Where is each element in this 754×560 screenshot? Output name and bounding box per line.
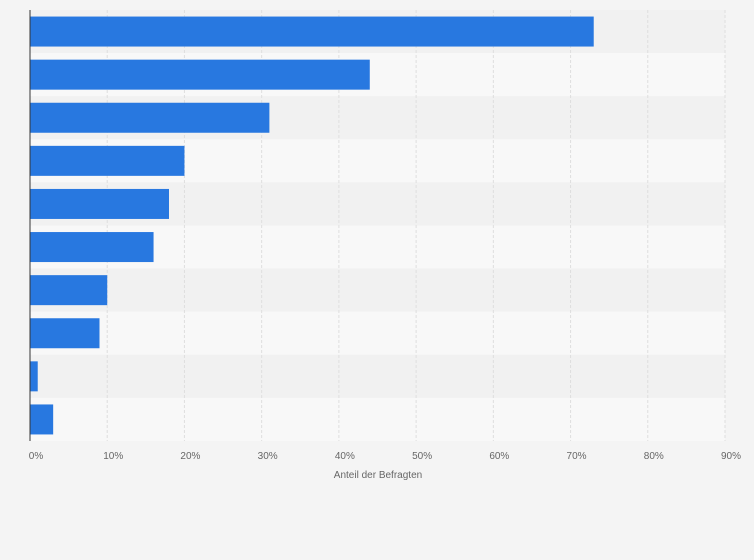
x-tick-label: 80% [644,451,664,462]
row-band [30,354,725,398]
x-tick-label: 60% [489,451,509,462]
x-tick-label: 0% [29,451,44,462]
bar[interactable] [30,318,100,349]
x-tick-label: 70% [567,451,587,462]
x-axis-title: Anteil der Befragten [334,470,422,481]
x-tick-label: 10% [103,451,123,462]
bars [30,16,594,435]
x-tick-labels: 0% 10% 20% 30% 40% 50% 60% 70% 80% 90% [29,451,741,462]
bar[interactable] [30,145,185,176]
bar[interactable] [30,361,38,392]
bar[interactable] [30,59,370,90]
x-tick-label: 50% [412,451,432,462]
bar[interactable] [30,102,270,133]
bar[interactable] [30,16,594,47]
x-tick-label: 20% [180,451,200,462]
row-band [30,311,725,355]
x-tick-label: 30% [258,451,278,462]
bar[interactable] [30,188,169,219]
bar[interactable] [30,275,108,306]
x-tick-label: 90% [721,451,741,462]
row-band [30,268,725,312]
x-tick-label: 40% [335,451,355,462]
row-band [30,397,725,441]
bar[interactable] [30,404,54,435]
bar[interactable] [30,232,154,263]
